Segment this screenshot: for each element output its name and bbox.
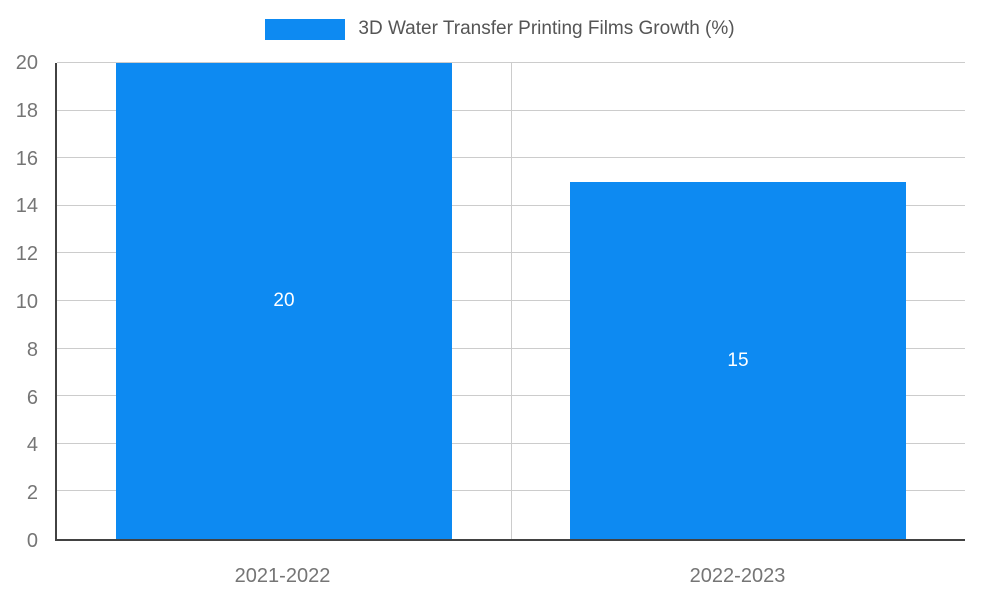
h-gridline [57, 62, 965, 63]
legend-label: 3D Water Transfer Printing Films Growth … [358, 18, 735, 39]
y-tick-label: 10 [15, 291, 38, 313]
bar-value-label: 15 [727, 349, 749, 371]
x-tick-label: 2022-2023 [689, 565, 786, 587]
y-tick-label: 14 [15, 195, 38, 218]
legend: 3D Water Transfer Printing Films Growth … [0, 18, 1000, 40]
v-gridline [511, 63, 512, 539]
y-tick-label: 0 [26, 530, 38, 552]
bar-2022-2023: 15 [570, 182, 906, 539]
y-tick-label: 4 [26, 434, 38, 457]
bar-value-label: 20 [273, 290, 295, 311]
y-tick-label: 6 [26, 386, 38, 409]
x-axis-tick-labels: 2021-2022 2022-2023 [55, 541, 965, 588]
bar-2021-2022: 20 [116, 63, 452, 539]
y-tick-label: 20 [15, 52, 38, 74]
x-tick-label: 2021-2022 [234, 565, 331, 587]
y-tick-label: 16 [15, 147, 38, 170]
y-axis-tick-labels: 0 2 4 6 8 10 12 14 16 18 20 [0, 52, 46, 552]
y-tick-label: 8 [26, 338, 38, 361]
plot-area: 20 15 [55, 62, 965, 541]
y-tick-label: 18 [15, 99, 38, 122]
y-tick-label: 12 [15, 243, 38, 266]
legend-swatch [265, 18, 346, 40]
y-tick-label: 2 [26, 482, 38, 505]
